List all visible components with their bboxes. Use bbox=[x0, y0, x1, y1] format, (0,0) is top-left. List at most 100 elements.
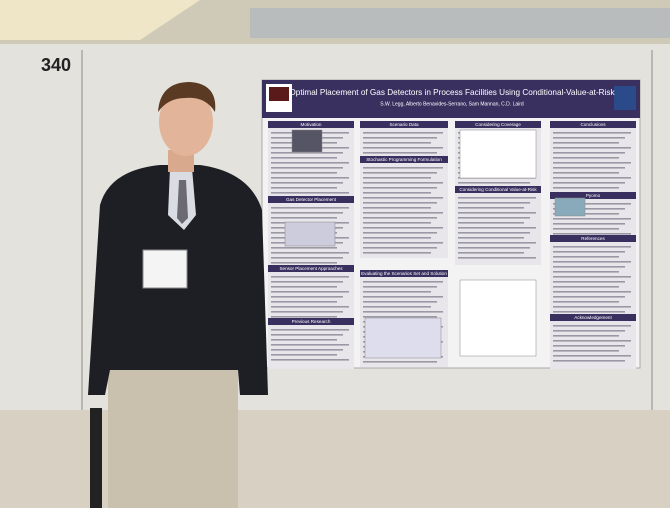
text-line bbox=[553, 355, 631, 357]
section-title: References bbox=[581, 236, 605, 241]
text-line bbox=[363, 237, 431, 239]
text-line bbox=[271, 247, 337, 249]
section-title: Stochastic Programming Formulation bbox=[366, 157, 442, 162]
text-line bbox=[271, 157, 337, 159]
poster-authors: S.W. Legg, Alberto Benavides-Serrano, Sa… bbox=[380, 101, 524, 107]
text-line bbox=[553, 360, 625, 362]
text-line bbox=[458, 242, 536, 244]
text-line bbox=[458, 212, 536, 214]
text-line bbox=[271, 192, 349, 194]
text-line bbox=[271, 311, 343, 313]
poster-figure bbox=[364, 317, 442, 359]
section-header bbox=[550, 192, 636, 199]
text-line bbox=[553, 311, 625, 313]
section-title: Acknowledgement bbox=[574, 315, 612, 320]
text-line bbox=[553, 350, 619, 352]
text-line bbox=[553, 271, 619, 273]
booth-number: 340 bbox=[41, 55, 71, 75]
text-line bbox=[271, 354, 337, 356]
poster-figure bbox=[284, 221, 336, 247]
text-line bbox=[458, 202, 530, 204]
section-title: Scenario Data bbox=[389, 122, 419, 127]
text-line bbox=[271, 276, 349, 278]
text-line bbox=[271, 349, 343, 351]
text-line bbox=[458, 197, 536, 199]
poster-figure bbox=[459, 129, 537, 179]
text-line bbox=[553, 137, 625, 139]
text-line bbox=[271, 177, 349, 179]
text-line bbox=[458, 227, 536, 229]
section-header bbox=[550, 314, 636, 321]
text-line bbox=[553, 251, 625, 253]
text-line bbox=[553, 142, 619, 144]
section-title: Considering Conditional Value-at-Risk bbox=[459, 187, 537, 192]
text-line bbox=[458, 182, 530, 184]
text-line bbox=[553, 301, 619, 303]
text-line bbox=[271, 207, 349, 209]
text-line bbox=[458, 247, 530, 249]
text-line bbox=[553, 167, 625, 169]
text-line bbox=[271, 329, 349, 331]
text-line bbox=[553, 325, 631, 327]
text-line bbox=[271, 286, 337, 288]
text-line bbox=[363, 132, 443, 134]
section-header bbox=[550, 235, 636, 242]
text-line bbox=[363, 182, 443, 184]
poster-figure bbox=[554, 197, 586, 217]
text-line bbox=[363, 301, 437, 303]
text-line bbox=[553, 147, 631, 149]
section-title: Previous Research bbox=[292, 319, 331, 324]
text-line bbox=[271, 306, 349, 308]
text-line bbox=[553, 286, 619, 288]
text-line bbox=[271, 152, 343, 154]
text-line bbox=[553, 223, 625, 225]
text-line bbox=[363, 147, 443, 149]
text-line bbox=[553, 187, 619, 189]
section-title: Sensor Placement Approaches bbox=[279, 266, 343, 271]
text-line bbox=[553, 345, 625, 347]
text-line bbox=[553, 306, 631, 308]
poster-header bbox=[262, 80, 640, 118]
text-line bbox=[363, 227, 443, 229]
text-line bbox=[363, 197, 443, 199]
text-line bbox=[271, 281, 343, 283]
text-line bbox=[458, 222, 524, 224]
text-line bbox=[553, 162, 631, 164]
windows bbox=[250, 8, 670, 38]
text-line bbox=[363, 252, 431, 254]
section-title: Motivation bbox=[301, 122, 322, 127]
text-line bbox=[363, 192, 431, 194]
text-line bbox=[363, 187, 437, 189]
text-line bbox=[553, 276, 631, 278]
text-line bbox=[271, 212, 343, 214]
text-line bbox=[271, 344, 349, 346]
text-line bbox=[363, 137, 437, 139]
text-line bbox=[271, 217, 337, 219]
text-line bbox=[363, 306, 431, 308]
text-line bbox=[458, 232, 530, 234]
text-line bbox=[363, 167, 443, 169]
text-line bbox=[553, 330, 625, 332]
text-line bbox=[271, 162, 349, 164]
text-line bbox=[553, 281, 625, 283]
section-header bbox=[268, 318, 354, 325]
text-line bbox=[363, 152, 437, 154]
section-header bbox=[360, 156, 448, 163]
section-title: Pyomo bbox=[586, 193, 601, 198]
section-header bbox=[268, 265, 354, 272]
text-line bbox=[553, 208, 625, 210]
text-line bbox=[271, 316, 337, 318]
text-line bbox=[553, 233, 631, 235]
section-body bbox=[455, 193, 541, 265]
text-line bbox=[553, 296, 625, 298]
text-line bbox=[271, 291, 349, 293]
section-title: Conclusions bbox=[580, 122, 606, 127]
text-line bbox=[271, 182, 343, 184]
text-line bbox=[363, 177, 431, 179]
face bbox=[159, 88, 213, 156]
logo-mark bbox=[269, 87, 289, 101]
ceiling-light bbox=[0, 0, 200, 40]
text-line bbox=[458, 207, 524, 209]
text-line bbox=[363, 286, 437, 288]
